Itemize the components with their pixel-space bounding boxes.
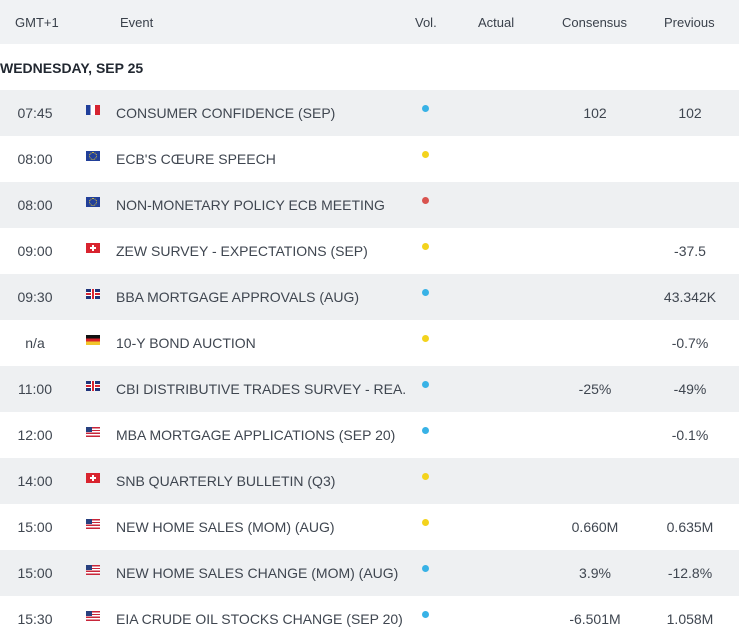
volatility-dot-icon bbox=[422, 611, 429, 618]
uk-flag-icon bbox=[86, 381, 100, 391]
volatility-dot-icon bbox=[422, 565, 429, 572]
uk-flag-icon bbox=[86, 289, 100, 299]
volatility-dot-icon bbox=[422, 105, 429, 112]
event-time: 15:30 bbox=[17, 611, 53, 627]
event-time: 14:00 bbox=[17, 473, 53, 489]
event-row[interactable]: 08:00 ECB'S CŒURE SPEECH bbox=[0, 136, 739, 182]
consensus-value: 0.660M bbox=[571, 519, 619, 535]
previous-value: -0.1% bbox=[671, 427, 709, 443]
event-time: 08:00 bbox=[17, 197, 53, 213]
day-heading-label: WEDNESDAY, SEP 25 bbox=[0, 60, 144, 76]
usa-flag-icon bbox=[86, 611, 100, 621]
usa-flag-icon bbox=[86, 565, 100, 575]
event-title[interactable]: EIA CRUDE OIL STOCKS CHANGE (SEP 20) bbox=[116, 611, 403, 627]
previous-value: -0.7% bbox=[671, 335, 709, 351]
switzerland-flag-icon bbox=[86, 473, 100, 483]
event-title[interactable]: NON-MONETARY POLICY ECB MEETING bbox=[116, 197, 385, 213]
switzerland-flag-icon bbox=[86, 243, 100, 253]
previous-value: 102 bbox=[678, 105, 702, 121]
consensus-value: 102 bbox=[583, 105, 607, 121]
previous-value: 1.058M bbox=[666, 611, 714, 627]
event-time: 15:00 bbox=[17, 565, 53, 581]
consensus-value: -6.501M bbox=[569, 611, 621, 627]
event-time: 07:45 bbox=[17, 105, 53, 121]
event-row[interactable]: 15:30 EIA CRUDE OIL STOCKS CHANGE (SEP 20… bbox=[0, 596, 739, 642]
header-previous: Previous bbox=[664, 15, 715, 30]
event-row[interactable]: 09:30 BBA MORTGAGE APPROVALS (AUG) 43.342K bbox=[0, 274, 739, 320]
event-title[interactable]: ZEW SURVEY - EXPECTATIONS (SEP) bbox=[116, 243, 368, 259]
header-event: Event bbox=[120, 15, 154, 30]
previous-value: 0.635M bbox=[666, 519, 714, 535]
eu-flag-icon bbox=[86, 197, 100, 207]
volatility-dot-icon bbox=[422, 197, 429, 204]
volatility-dot-icon bbox=[422, 427, 429, 434]
event-row[interactable]: 08:00 NON-MONETARY POLICY ECB MEETING bbox=[0, 182, 739, 228]
day-heading: WEDNESDAY, SEP 25 bbox=[0, 44, 739, 90]
event-title[interactable]: CBI DISTRIBUTIVE TRADES SURVEY - REA... bbox=[116, 381, 406, 397]
event-title[interactable]: MBA MORTGAGE APPLICATIONS (SEP 20) bbox=[116, 427, 396, 443]
volatility-dot-icon bbox=[422, 289, 429, 296]
header-volatility: Vol. bbox=[415, 15, 437, 30]
usa-flag-icon bbox=[86, 519, 100, 529]
volatility-dot-icon bbox=[422, 151, 429, 158]
event-row[interactable]: 11:00 CBI DISTRIBUTIVE TRADES SURVEY - RE… bbox=[0, 366, 739, 412]
event-row[interactable]: 15:00 NEW HOME SALES (MOM) (AUG) 0.660M 0.6… bbox=[0, 504, 739, 550]
volatility-dot-icon bbox=[422, 335, 429, 342]
event-title[interactable]: SNB QUARTERLY BULLETIN (Q3) bbox=[116, 473, 336, 489]
event-time: 12:00 bbox=[17, 427, 53, 443]
previous-value: 43.342K bbox=[663, 289, 717, 305]
usa-flag-icon bbox=[86, 427, 100, 437]
france-flag-icon bbox=[86, 105, 100, 115]
event-list: 07:45 CONSUMER CONFIDENCE (SEP) 102 102 08:0… bbox=[0, 90, 739, 642]
volatility-dot-icon bbox=[422, 243, 429, 250]
event-time: n/a bbox=[25, 335, 45, 351]
volatility-dot-icon bbox=[422, 519, 429, 526]
event-time: 11:00 bbox=[18, 381, 52, 397]
eu-flag-icon bbox=[86, 151, 100, 161]
germany-flag-icon bbox=[86, 335, 100, 345]
event-time: 08:00 bbox=[17, 151, 53, 167]
event-title[interactable]: ECB'S CŒURE SPEECH bbox=[116, 151, 276, 167]
event-title[interactable]: 10-Y BOND AUCTION bbox=[116, 335, 256, 351]
previous-value: -37.5 bbox=[674, 243, 706, 259]
event-title[interactable]: NEW HOME SALES CHANGE (MOM) (AUG) bbox=[116, 565, 399, 581]
event-row[interactable]: 14:00 SNB QUARTERLY BULLETIN (Q3) bbox=[0, 458, 739, 504]
event-title[interactable]: CONSUMER CONFIDENCE (SEP) bbox=[116, 105, 336, 121]
event-title[interactable]: NEW HOME SALES (MOM) (AUG) bbox=[116, 519, 335, 535]
event-row[interactable]: 12:00 MBA MORTGAGE APPLICATIONS (SEP 20) -… bbox=[0, 412, 739, 458]
header-consensus: Consensus bbox=[562, 15, 628, 30]
event-row[interactable]: 15:00 NEW HOME SALES CHANGE (MOM) (AUG) 3.… bbox=[0, 550, 739, 596]
header-actual: Actual bbox=[478, 15, 515, 30]
volatility-dot-icon bbox=[422, 473, 429, 480]
event-time: 09:30 bbox=[17, 289, 53, 305]
event-title[interactable]: BBA MORTGAGE APPROVALS (AUG) bbox=[116, 289, 359, 305]
table-header: GMT+1 Event Vol. Actual Consensus Previo… bbox=[0, 0, 739, 44]
event-time: 09:00 bbox=[17, 243, 53, 259]
event-row[interactable]: 07:45 CONSUMER CONFIDENCE (SEP) 102 102 bbox=[0, 90, 739, 136]
event-time: 15:00 bbox=[17, 519, 53, 535]
header-timezone[interactable]: GMT+1 bbox=[15, 15, 59, 30]
volatility-dot-icon bbox=[422, 381, 429, 388]
event-row[interactable]: n/a 10-Y BOND AUCTION -0.7% bbox=[0, 320, 739, 366]
previous-value: -12.8% bbox=[667, 565, 713, 581]
event-row[interactable]: 09:00 ZEW SURVEY - EXPECTATIONS (SEP) -37.… bbox=[0, 228, 739, 274]
consensus-value: -25% bbox=[578, 381, 612, 397]
consensus-value: 3.9% bbox=[579, 565, 611, 581]
previous-value: -49% bbox=[673, 381, 707, 397]
